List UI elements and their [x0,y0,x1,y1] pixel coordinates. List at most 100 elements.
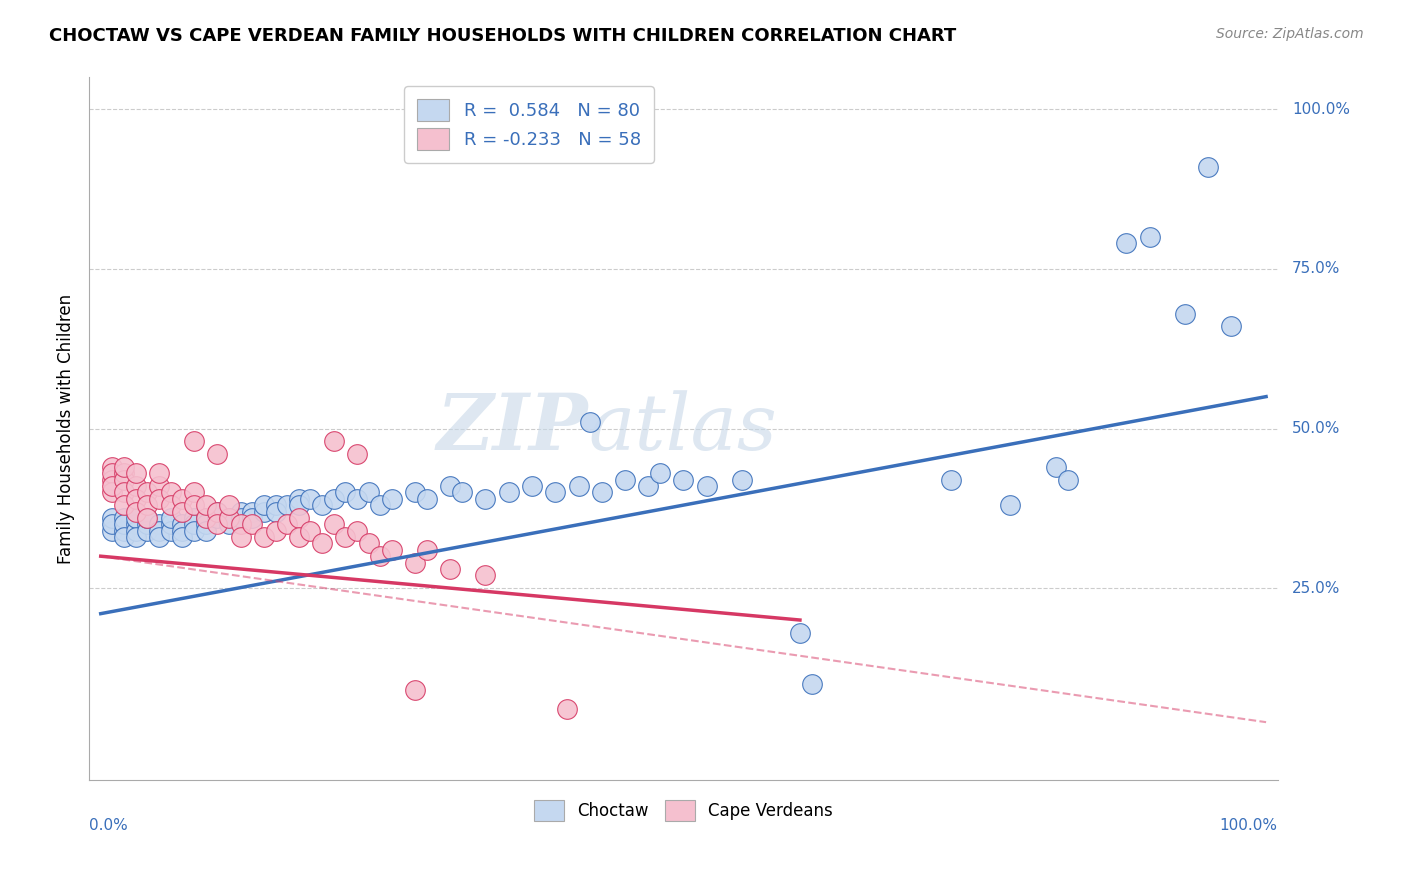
Point [253,498,276,512]
Point [264,524,287,538]
Point [125,479,148,493]
Point [112,498,135,512]
Point [288,530,311,544]
Point [159,485,181,500]
Point [439,479,461,493]
Point [125,491,148,506]
Point [240,517,263,532]
Point [136,511,159,525]
Point [172,517,194,532]
Point [112,524,135,538]
Point [789,625,811,640]
Point [1057,473,1080,487]
Point [112,530,135,544]
Point [264,504,287,518]
Point [404,556,426,570]
Point [1197,160,1219,174]
Point [172,491,194,506]
Point [229,517,252,532]
Point [218,511,240,525]
Point [311,498,333,512]
Point [416,542,439,557]
Point [520,479,543,493]
Point [159,517,181,532]
Point [101,479,124,493]
Point [381,542,404,557]
Point [567,479,589,493]
Point [207,504,229,518]
Point [322,491,344,506]
Point [439,562,461,576]
Point [112,473,135,487]
Point [253,530,276,544]
Point [172,524,194,538]
Point [101,524,124,538]
Point [346,524,368,538]
Point [172,504,194,518]
Point [1115,236,1137,251]
Point [159,524,181,538]
Point [229,504,252,518]
Point [101,485,124,500]
Text: 100.0%: 100.0% [1292,102,1350,117]
Point [218,517,240,532]
Point [183,434,205,449]
Point [498,485,520,500]
Point [207,517,229,532]
Point [555,702,578,716]
Text: Source: ZipAtlas.com: Source: ZipAtlas.com [1216,27,1364,41]
Point [544,485,567,500]
Point [136,511,159,525]
Point [474,491,496,506]
Text: 0.0%: 0.0% [89,818,128,833]
Point [404,485,426,500]
Point [194,517,217,532]
Point [648,467,671,481]
Point [346,491,368,506]
Point [276,498,298,512]
Point [1045,459,1067,474]
Point [194,524,217,538]
Point [218,498,240,512]
Point [101,517,124,532]
Point [229,530,252,544]
Point [125,517,148,532]
Point [159,498,181,512]
Point [183,485,205,500]
Point [335,485,357,500]
Point [672,473,695,487]
Point [136,517,159,532]
Point [101,459,124,474]
Point [299,524,322,538]
Point [416,491,439,506]
Point [264,498,287,512]
Point [346,447,368,461]
Point [288,491,311,506]
Point [276,517,298,532]
Text: CHOCTAW VS CAPE VERDEAN FAMILY HOUSEHOLDS WITH CHILDREN CORRELATION CHART: CHOCTAW VS CAPE VERDEAN FAMILY HOUSEHOLD… [49,27,956,45]
Point [800,677,823,691]
Point [731,473,754,487]
Point [218,511,240,525]
Point [322,517,344,532]
Point [125,530,148,544]
Point [194,511,217,525]
Point [696,479,718,493]
Text: ZIP: ZIP [437,391,588,467]
Point [172,530,194,544]
Point [125,524,148,538]
Point [159,511,181,525]
Point [288,511,311,525]
Point [637,479,659,493]
Point [240,504,263,518]
Point [253,504,276,518]
Legend: Choctaw, Cape Verdeans: Choctaw, Cape Verdeans [527,794,839,828]
Point [288,498,311,512]
Point [148,524,170,538]
Point [194,498,217,512]
Point [1139,230,1161,244]
Point [112,511,135,525]
Point [474,568,496,582]
Point [183,511,205,525]
Point [183,524,205,538]
